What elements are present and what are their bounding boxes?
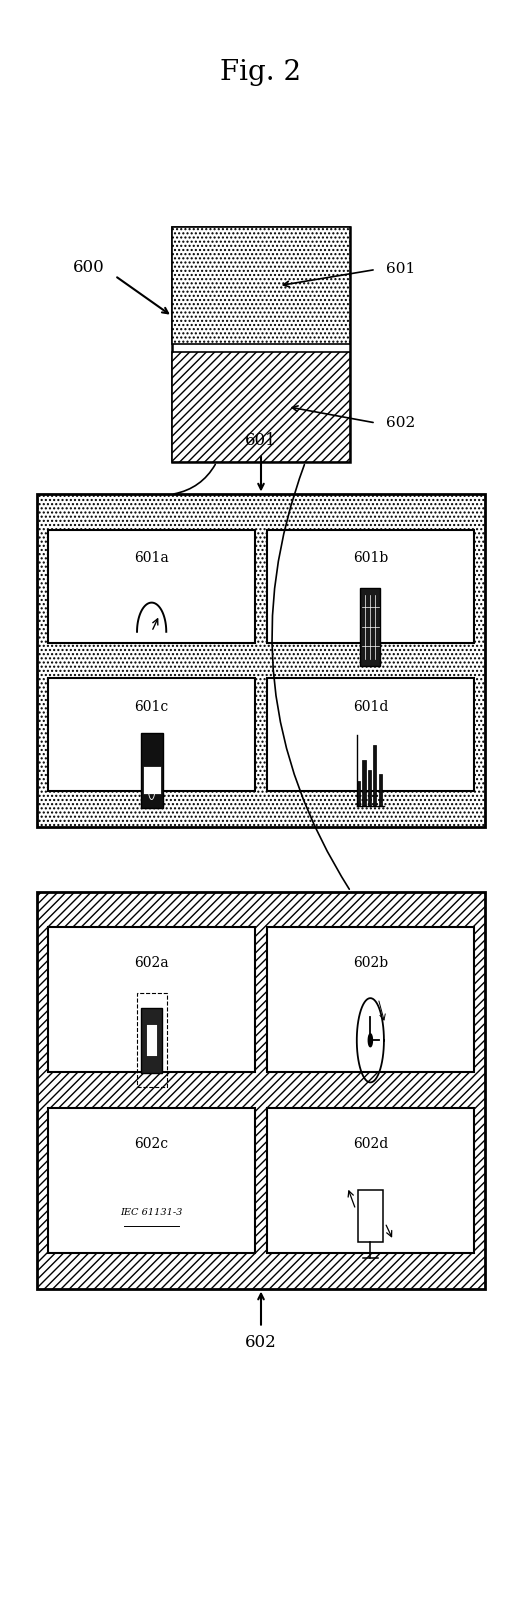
Bar [48, 530, 255, 644]
Bar [146, 1024, 157, 1057]
Bar [267, 927, 474, 1073]
Text: 601a: 601a [134, 551, 169, 566]
Text: 601b: 601b [353, 551, 388, 566]
Text: 602b: 602b [353, 956, 388, 971]
Bar [172, 352, 350, 462]
Bar [48, 679, 255, 791]
Text: 602d: 602d [353, 1138, 388, 1151]
Text: 602: 602 [245, 1334, 277, 1350]
Bar [367, 770, 371, 806]
Text: 601: 601 [245, 433, 277, 449]
Text: 601d: 601d [353, 700, 388, 713]
Text: 601c: 601c [135, 700, 169, 713]
Bar [360, 588, 380, 666]
Text: 602c: 602c [135, 1138, 169, 1151]
Bar [267, 1109, 474, 1253]
Bar [267, 679, 474, 791]
Text: 602: 602 [386, 417, 416, 430]
Bar [37, 494, 485, 827]
Bar [373, 746, 376, 806]
Bar [143, 765, 161, 794]
Text: 600: 600 [73, 259, 104, 276]
Bar [48, 927, 255, 1073]
Text: 602a: 602a [134, 956, 169, 971]
Text: Fig. 2: Fig. 2 [220, 60, 302, 86]
Bar [172, 227, 350, 462]
Bar [378, 773, 382, 806]
Bar [141, 1008, 162, 1073]
Bar [140, 733, 162, 807]
Bar [357, 781, 360, 806]
Polygon shape [369, 1034, 373, 1047]
Bar [48, 1109, 255, 1253]
Bar [172, 227, 350, 345]
Bar [136, 994, 167, 1088]
Bar [362, 760, 365, 806]
Bar [267, 530, 474, 644]
Bar [358, 1190, 383, 1242]
Bar [37, 892, 485, 1289]
Text: 601: 601 [386, 263, 416, 277]
Text: IEC 61131-3: IEC 61131-3 [121, 1208, 183, 1217]
